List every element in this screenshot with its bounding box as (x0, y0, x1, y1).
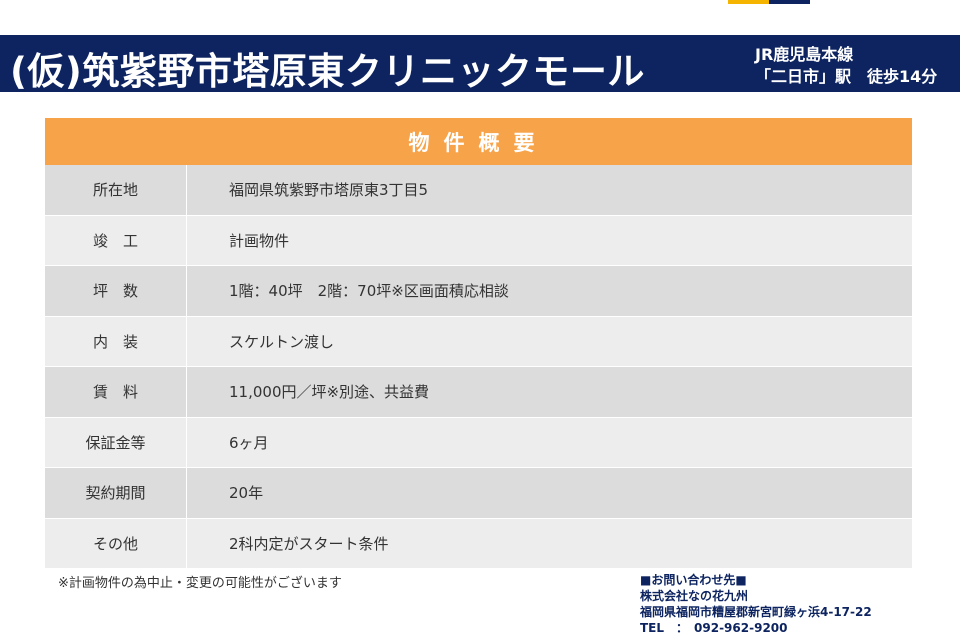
row-label: 保証金等 (45, 417, 187, 467)
table-row: 所在地 福岡県筑紫野市塔原東3丁目5 (45, 165, 912, 216)
row-value: スケルトン渡し (229, 332, 335, 351)
contact-info: ■お問い合わせ先■ 株式会社なの花九州 福岡県福岡市糟屋郡新宮町緑ヶ浜4-17-… (640, 572, 872, 636)
row-value: 20年 (229, 484, 264, 503)
station-access: JR鹿児島本線 「二日市」駅 徒歩14分 (755, 44, 937, 88)
logo-block-navy (769, 0, 810, 4)
title-bar: (仮)筑紫野市塔原東クリニックモール JR鹿児島本線 「二日市」駅 徒歩14分 (0, 35, 960, 93)
row-value: 福岡県筑紫野市塔原東3丁目5 (229, 181, 429, 200)
access-walk: 「二日市」駅 徒歩14分 (755, 67, 938, 86)
row-label: その他 (45, 518, 187, 568)
row-value: 2科内定がスタート条件 (229, 534, 389, 553)
table-row: その他 2科内定がスタート条件 (45, 518, 912, 569)
row-label: 竣 工 (45, 215, 187, 265)
logo-block-yellow (728, 0, 769, 4)
table-row: 契約期間 20年 (45, 468, 912, 519)
disclaimer-note: ※計画物件の為中止・変更の可能性がございます (58, 576, 342, 591)
property-table: 物件概要 所在地 福岡県筑紫野市塔原東3丁目5 竣 工 計画物件 坪 数 1階：… (45, 118, 912, 569)
row-value: 6ヶ月 (229, 433, 269, 452)
table-row: 保証金等 6ヶ月 (45, 417, 912, 468)
corner-logo (728, 0, 810, 4)
row-value: 11,000円／坪※別途、共益費 (229, 383, 430, 402)
row-value: 計画物件 (229, 231, 290, 250)
row-label: 所在地 (45, 165, 187, 215)
table-row: 賃 料 11,000円／坪※別途、共益費 (45, 367, 912, 418)
table-row: 竣 工 計画物件 (45, 215, 912, 266)
contact-company: 株式会社なの花九州 (640, 589, 749, 603)
table-body: 所在地 福岡県筑紫野市塔原東3丁目5 竣 工 計画物件 坪 数 1階：40坪 2… (45, 165, 912, 569)
table-row: 内 装 スケルトン渡し (45, 316, 912, 367)
row-label: 内 装 (45, 316, 187, 366)
page-title: (仮)筑紫野市塔原東クリニックモール (10, 50, 645, 93)
contact-heading: ■お問い合わせ先■ (640, 573, 747, 587)
row-label: 坪 数 (45, 266, 187, 316)
table-heading: 物件概要 (45, 118, 912, 165)
table-row: 坪 数 1階：40坪 2階：70坪※区画面積応相談 (45, 266, 912, 317)
access-line: JR鹿児島本線 (755, 45, 854, 64)
row-label: 賃 料 (45, 367, 187, 417)
row-label: 契約期間 (45, 468, 187, 518)
contact-tel: TEL ： 092-962-9200 (640, 621, 788, 635)
contact-address: 福岡県福岡市糟屋郡新宮町緑ヶ浜4-17-22 (640, 605, 872, 619)
row-value: 1階：40坪 2階：70坪※区画面積応相談 (229, 282, 509, 301)
